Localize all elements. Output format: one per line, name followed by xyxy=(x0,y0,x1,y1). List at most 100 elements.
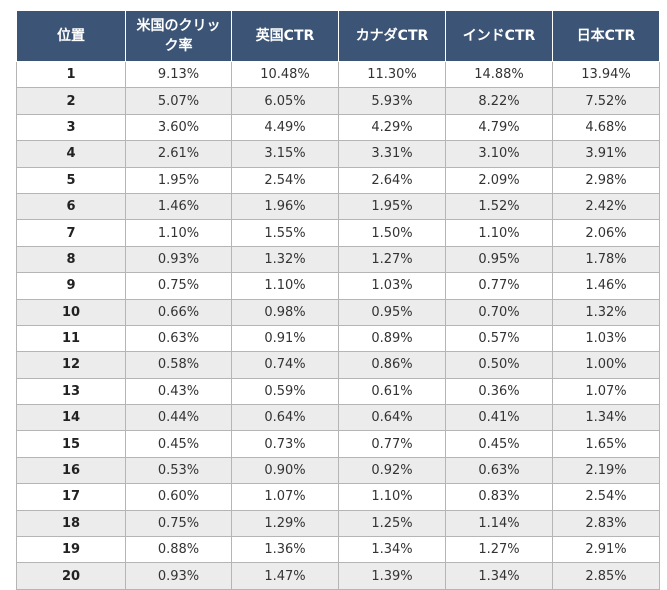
cell-japan-ctr: 1.00% xyxy=(552,351,660,379)
cell-us-ctr: 0.44% xyxy=(125,404,232,432)
cell-position: 4 xyxy=(16,140,126,168)
table-body: 1 9.13% 10.48% 11.30% 14.88% 13.94% 2 5.07% 6.05… xyxy=(16,60,660,590)
cell-japan-ctr: 2.06% xyxy=(552,219,660,247)
table-row: 15 0.45% 0.73% 0.77% 0.45% 1.65% xyxy=(16,430,660,458)
cell-position: 15 xyxy=(16,430,126,458)
table-row: 20 0.93% 1.47% 1.39% 1.34% 2.85% xyxy=(16,562,660,590)
cell-canada-ctr: 11.30% xyxy=(338,60,446,89)
table-row: 18 0.75% 1.29% 1.25% 1.14% 2.83% xyxy=(16,509,660,538)
cell-position: 18 xyxy=(16,509,126,538)
cell-us-ctr: 0.60% xyxy=(125,483,232,511)
cell-canada-ctr: 1.10% xyxy=(338,483,446,511)
table-row: 16 0.53% 0.90% 0.92% 0.63% 2.19% xyxy=(16,456,660,485)
cell-canada-ctr: 0.77% xyxy=(338,430,446,458)
cell-india-ctr: 3.10% xyxy=(445,140,553,168)
table-row: 8 0.93% 1.32% 1.27% 0.95% 1.78% xyxy=(16,245,660,274)
cell-india-ctr: 0.36% xyxy=(445,377,553,406)
cell-uk-ctr: 0.98% xyxy=(231,298,339,326)
cell-uk-ctr: 1.29% xyxy=(231,509,339,538)
table-row: 11 0.63% 0.91% 0.89% 0.57% 1.03% xyxy=(16,324,660,353)
cell-india-ctr: 8.22% xyxy=(445,87,553,115)
cell-japan-ctr: 1.46% xyxy=(552,272,660,300)
cell-position: 5 xyxy=(16,166,126,194)
cell-india-ctr: 4.79% xyxy=(445,113,553,142)
header-uk-ctr: 英国CTR xyxy=(231,10,339,62)
cell-position: 7 xyxy=(16,219,126,247)
cell-japan-ctr: 2.83% xyxy=(552,509,660,538)
cell-uk-ctr: 0.91% xyxy=(231,324,339,353)
cell-us-ctr: 0.43% xyxy=(125,377,232,406)
table-row: 14 0.44% 0.64% 0.64% 0.41% 1.34% xyxy=(16,404,660,432)
cell-canada-ctr: 1.95% xyxy=(338,192,446,221)
cell-us-ctr: 9.13% xyxy=(125,60,232,89)
cell-uk-ctr: 0.64% xyxy=(231,404,339,432)
cell-india-ctr: 14.88% xyxy=(445,60,553,89)
cell-us-ctr: 0.93% xyxy=(125,245,232,274)
header-canada-ctr: カナダCTR xyxy=(338,10,446,62)
cell-position: 1 xyxy=(16,60,126,89)
cell-uk-ctr: 1.47% xyxy=(231,562,339,590)
cell-uk-ctr: 0.74% xyxy=(231,351,339,379)
cell-japan-ctr: 1.32% xyxy=(552,298,660,326)
cell-us-ctr: 0.58% xyxy=(125,351,232,379)
cell-position: 17 xyxy=(16,483,126,511)
table-row: 2 5.07% 6.05% 5.93% 8.22% 7.52% xyxy=(16,87,660,115)
cell-japan-ctr: 1.65% xyxy=(552,430,660,458)
cell-uk-ctr: 1.36% xyxy=(231,536,339,564)
cell-india-ctr: 0.45% xyxy=(445,430,553,458)
cell-india-ctr: 1.10% xyxy=(445,219,553,247)
cell-uk-ctr: 0.59% xyxy=(231,377,339,406)
cell-uk-ctr: 10.48% xyxy=(231,60,339,89)
cell-us-ctr: 0.75% xyxy=(125,509,232,538)
table-row: 12 0.58% 0.74% 0.86% 0.50% 1.00% xyxy=(16,351,660,379)
cell-us-ctr: 0.66% xyxy=(125,298,232,326)
table-row: 10 0.66% 0.98% 0.95% 0.70% 1.32% xyxy=(16,298,660,326)
cell-position: 10 xyxy=(16,298,126,326)
cell-canada-ctr: 1.25% xyxy=(338,509,446,538)
cell-canada-ctr: 1.03% xyxy=(338,272,446,300)
table-row: 4 2.61% 3.15% 3.31% 3.10% 3.91% xyxy=(16,140,660,168)
cell-india-ctr: 0.63% xyxy=(445,456,553,485)
cell-india-ctr: 0.83% xyxy=(445,483,553,511)
cell-us-ctr: 1.10% xyxy=(125,219,232,247)
cell-canada-ctr: 0.89% xyxy=(338,324,446,353)
header-india-ctr: インドCTR xyxy=(445,10,553,62)
cell-uk-ctr: 0.90% xyxy=(231,456,339,485)
cell-canada-ctr: 0.86% xyxy=(338,351,446,379)
cell-us-ctr: 1.95% xyxy=(125,166,232,194)
cell-india-ctr: 0.57% xyxy=(445,324,553,353)
cell-canada-ctr: 0.92% xyxy=(338,456,446,485)
cell-uk-ctr: 1.55% xyxy=(231,219,339,247)
cell-position: 9 xyxy=(16,272,126,300)
cell-position: 12 xyxy=(16,351,126,379)
cell-us-ctr: 0.75% xyxy=(125,272,232,300)
cell-canada-ctr: 5.93% xyxy=(338,87,446,115)
cell-japan-ctr: 3.91% xyxy=(552,140,660,168)
cell-india-ctr: 0.70% xyxy=(445,298,553,326)
cell-position: 13 xyxy=(16,377,126,406)
cell-position: 8 xyxy=(16,245,126,274)
cell-japan-ctr: 1.07% xyxy=(552,377,660,406)
cell-canada-ctr: 0.64% xyxy=(338,404,446,432)
cell-us-ctr: 2.61% xyxy=(125,140,232,168)
cell-position: 16 xyxy=(16,456,126,485)
cell-canada-ctr: 1.34% xyxy=(338,536,446,564)
cell-japan-ctr: 2.19% xyxy=(552,456,660,485)
cell-canada-ctr: 4.29% xyxy=(338,113,446,142)
cell-canada-ctr: 0.61% xyxy=(338,377,446,406)
cell-japan-ctr: 2.91% xyxy=(552,536,660,564)
cell-india-ctr: 0.95% xyxy=(445,245,553,274)
cell-uk-ctr: 6.05% xyxy=(231,87,339,115)
cell-us-ctr: 0.45% xyxy=(125,430,232,458)
table-row: 19 0.88% 1.36% 1.34% 1.27% 2.91% xyxy=(16,536,660,564)
table-row: 5 1.95% 2.54% 2.64% 2.09% 2.98% xyxy=(16,166,660,194)
cell-india-ctr: 0.41% xyxy=(445,404,553,432)
cell-canada-ctr: 1.39% xyxy=(338,562,446,590)
cell-us-ctr: 0.93% xyxy=(125,562,232,590)
cell-position: 19 xyxy=(16,536,126,564)
cell-japan-ctr: 7.52% xyxy=(552,87,660,115)
cell-uk-ctr: 1.96% xyxy=(231,192,339,221)
cell-india-ctr: 0.77% xyxy=(445,272,553,300)
